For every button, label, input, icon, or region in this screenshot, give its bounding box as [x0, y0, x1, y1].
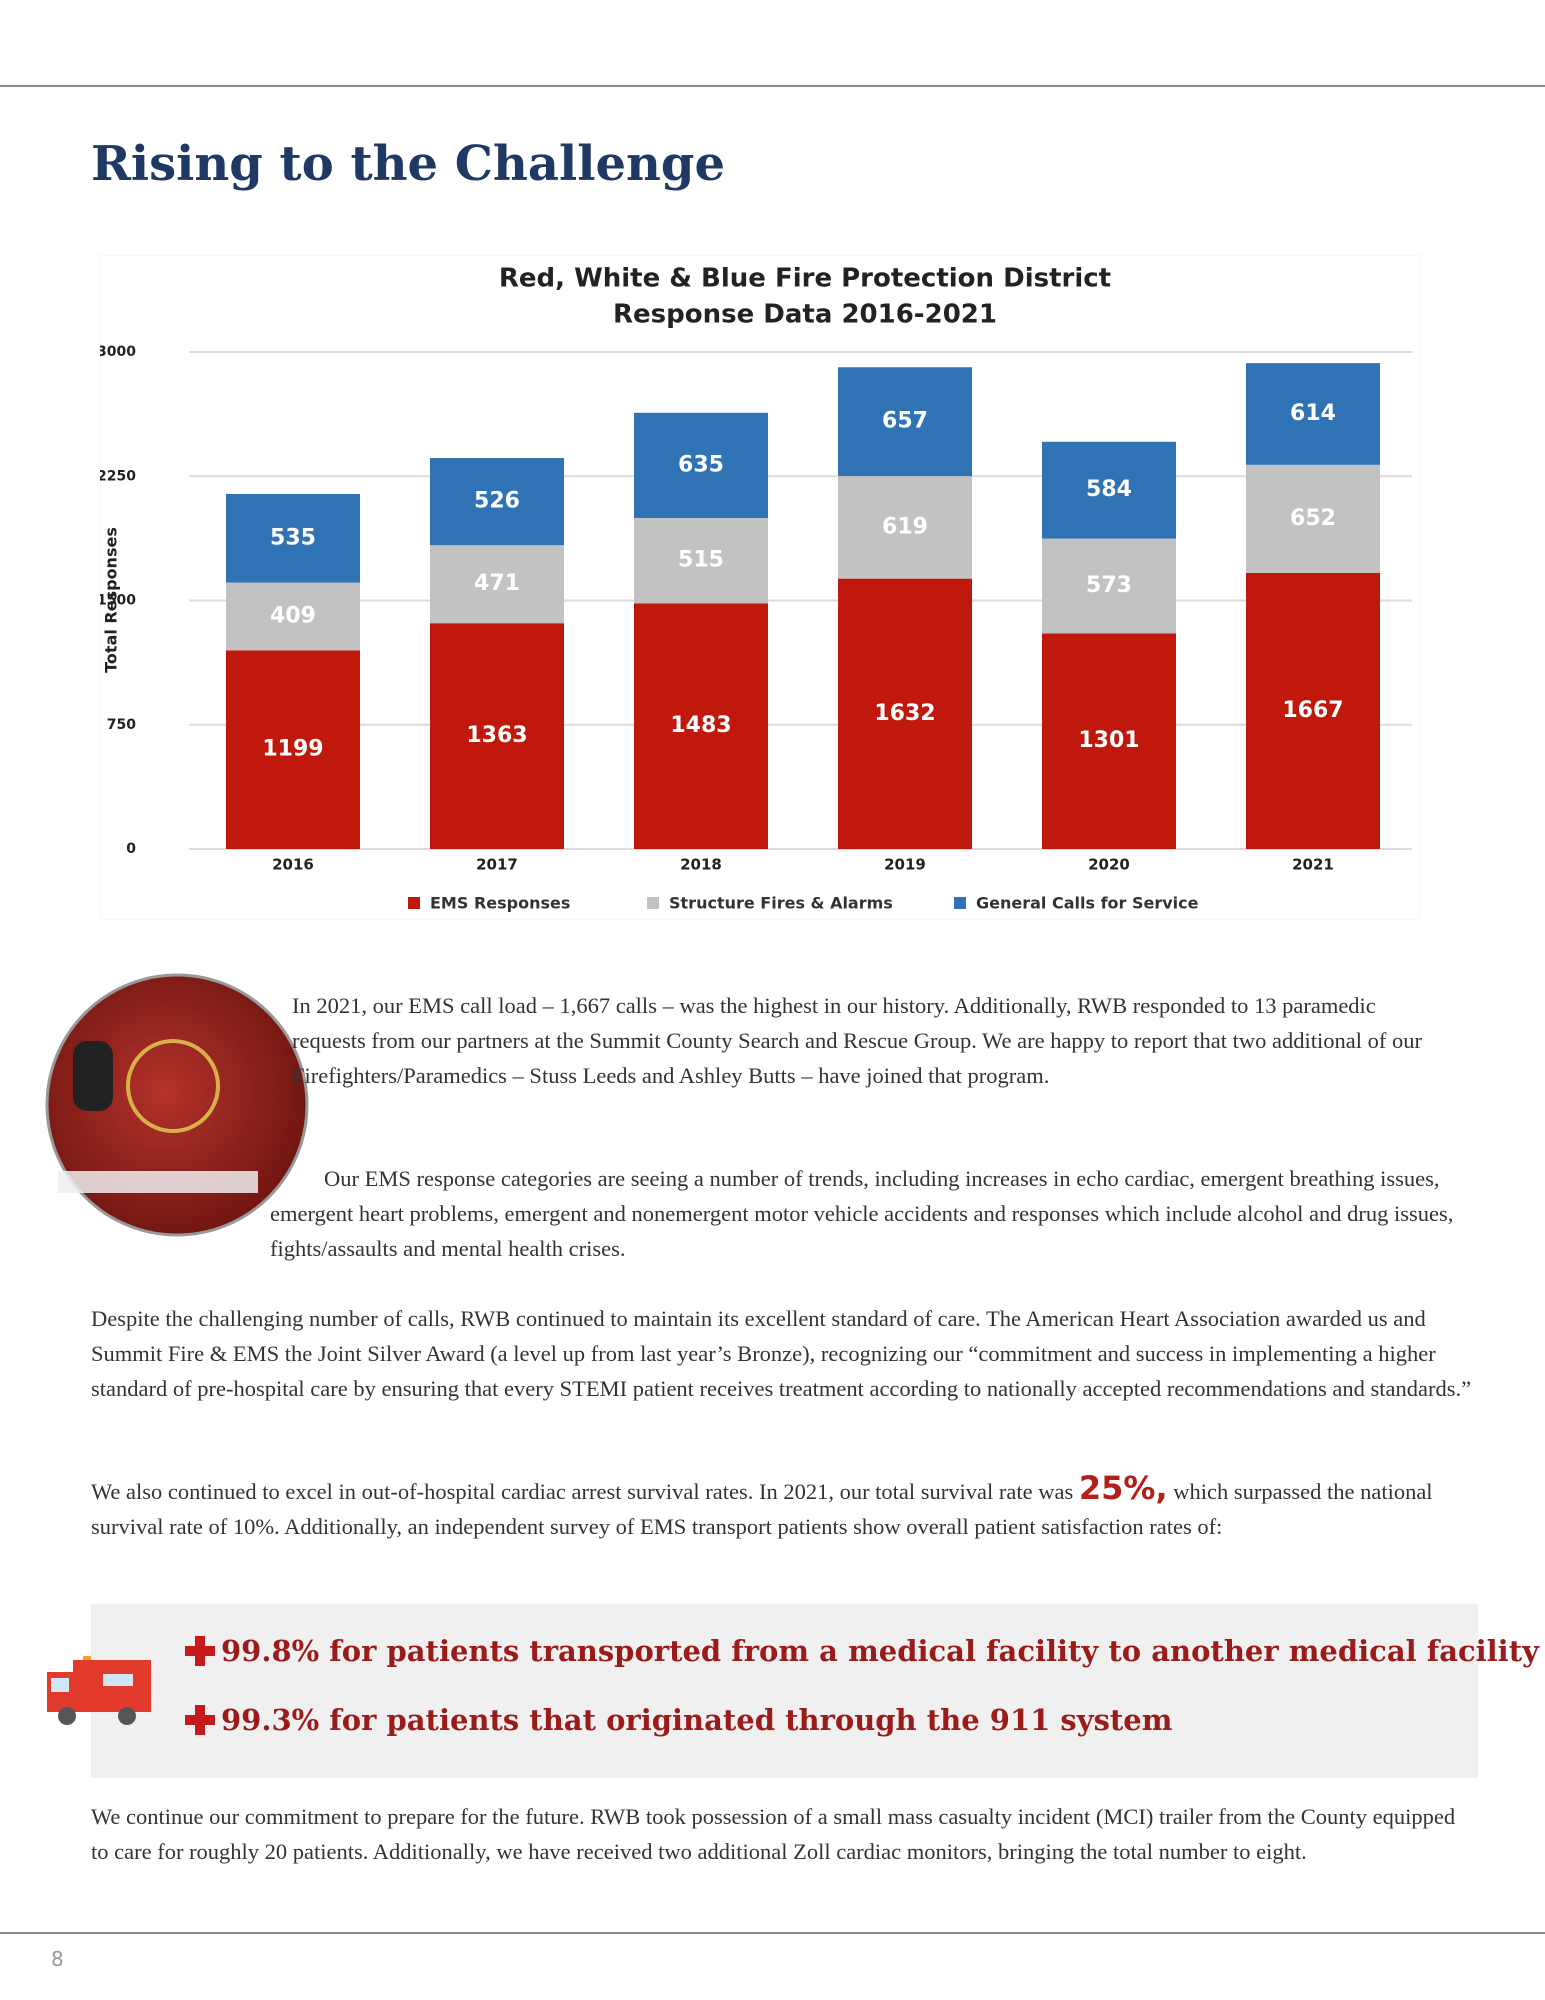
highlight-item: 99.8% for patients transported from a me… [185, 1634, 1539, 1668]
bar-segment [634, 412, 768, 518]
paragraph: In 2021, our EMS call load – 1,667 calls… [292, 993, 1422, 1088]
legend-label: EMS Responses [430, 894, 570, 913]
fire-rescue-photo [45, 973, 309, 1237]
x-tick-label: 2020 [1088, 856, 1130, 874]
highlight-text: 99.8% for patients transported from a me… [221, 1634, 1539, 1668]
data-label: 584 [1086, 477, 1132, 502]
y-tick-label: 2250 [100, 468, 136, 484]
bar-segment [838, 476, 972, 579]
data-label: 1483 [670, 713, 731, 738]
x-tick-label: 2016 [272, 856, 314, 874]
bar-segment [1042, 441, 1176, 539]
text: We also continued to excel in out-of-hos… [91, 1479, 1079, 1504]
bottom-rule [0, 1932, 1545, 1934]
bar-segment [1042, 633, 1176, 849]
data-label: 515 [678, 548, 724, 573]
highlight-box [91, 1604, 1478, 1778]
data-label: 471 [474, 571, 520, 596]
survival-rate: 25%, [1078, 1469, 1168, 1507]
data-label: 1632 [874, 701, 935, 726]
data-label: 409 [270, 603, 316, 628]
text: which surpassed the national survival ra… [91, 1479, 1433, 1539]
data-label: 614 [1290, 401, 1336, 426]
data-label: 1363 [466, 723, 527, 748]
bar-segment [430, 458, 564, 546]
legend-swatch [408, 897, 420, 909]
data-label: 526 [474, 489, 520, 514]
bar-segment [430, 545, 564, 624]
y-axis-label: Total Responses [102, 527, 121, 673]
data-label: 1301 [1078, 728, 1139, 753]
cross-icon [185, 1705, 215, 1735]
paragraph: Despite the challenging number of calls,… [91, 1306, 1472, 1401]
data-label: 1667 [1282, 698, 1343, 723]
x-tick-label: 2018 [680, 856, 722, 874]
y-tick-label: 1500 [100, 593, 136, 609]
page-title: Rising to the Challenge [91, 136, 725, 192]
bar-segment [226, 650, 360, 849]
data-label: 619 [882, 514, 928, 539]
chart: Red, White & Blue Fire Protection Distri… [100, 255, 1420, 920]
y-tick-label: 3000 [100, 344, 136, 360]
bar-segment [634, 517, 768, 604]
data-label: 535 [270, 525, 316, 550]
bar-segment [1246, 572, 1380, 849]
bar-segment [430, 623, 564, 849]
bar-segment [226, 493, 360, 583]
cross-icon [185, 1636, 215, 1666]
x-tick-label: 2019 [884, 856, 926, 874]
paragraph: Our EMS response categories are seeing a… [270, 1166, 1454, 1261]
paragraph: We also continued to excel in out-of-hos… [91, 1471, 1476, 1544]
y-tick-label: 0 [126, 841, 136, 857]
data-label: 1199 [262, 737, 323, 762]
legend-swatch [647, 897, 659, 909]
bar-segment [838, 367, 972, 477]
top-rule [0, 85, 1545, 87]
paragraph: We continue our commitment to prepare fo… [91, 1804, 1456, 1864]
data-label: 657 [882, 409, 928, 434]
bar-segment [634, 603, 768, 849]
data-label: 652 [1290, 506, 1336, 531]
highlight-text: 99.3% for patients that originated throu… [221, 1703, 1173, 1737]
y-tick-label: 750 [107, 717, 136, 733]
highlight-item: 99.3% for patients that originated throu… [185, 1703, 1172, 1737]
bar-segment [226, 582, 360, 651]
legend-swatch [954, 897, 966, 909]
ambulance-icon [47, 1656, 151, 1725]
chart-title: Red, White & Blue Fire Protection Distri… [499, 264, 1111, 294]
legend-label: General Calls for Service [976, 894, 1199, 913]
data-label: 573 [1086, 573, 1132, 598]
legend-label: Structure Fires & Alarms [669, 894, 893, 913]
chart-subtitle: Response Data 2016-2021 [613, 300, 997, 330]
bar-segment [1246, 464, 1380, 573]
x-tick-label: 2017 [476, 856, 518, 874]
data-label: 635 [678, 452, 724, 477]
x-tick-label: 2021 [1292, 856, 1334, 874]
bar-segment [838, 578, 972, 849]
page-number: 8 [51, 1947, 64, 1971]
bar-segment [1042, 538, 1176, 634]
bar-segment [1246, 363, 1380, 465]
